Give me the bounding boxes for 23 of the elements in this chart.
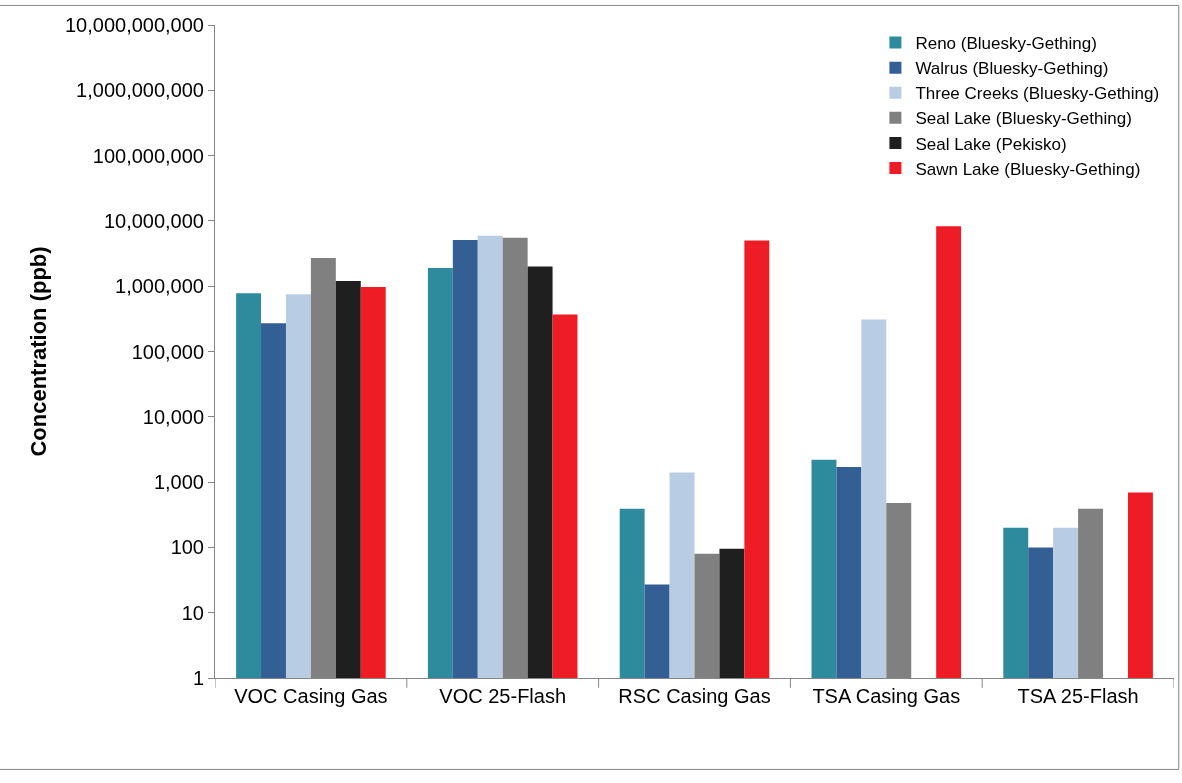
legend-label: Three Creeks (Bluesky-Gething) (915, 84, 1160, 104)
y-tick-label: 1,000,000 (115, 275, 204, 298)
legend-label: Reno (Bluesky-Gething) (915, 34, 1097, 54)
x-tick-label: VOC Casing Gas (234, 685, 388, 707)
y-tick-label: 1,000,000,000 (76, 79, 204, 102)
x-tick-label: TSA 25-Flash (1017, 685, 1139, 707)
x-tick-label: VOC 25-Flash (439, 685, 567, 707)
y-axis-title: Concentration (ppb) (25, 246, 51, 457)
legend-label: Sawn Lake (Bluesky-Gething) (915, 159, 1141, 179)
y-tick-label: 1 (192, 667, 204, 689)
legend-label: Seal Lake (Bluesky-Gething) (915, 109, 1132, 129)
y-tick-label: 1,000 (153, 471, 204, 494)
y-tick-label: 10 (181, 601, 204, 624)
y-tick-label: 10,000,000 (103, 209, 204, 232)
x-tick-label: RSC Casing Gas (618, 685, 771, 707)
y-tick-label: 100 (170, 536, 204, 559)
y-tick-label: 10,000 (142, 405, 204, 428)
y-tick-label: 100,000,000 (92, 144, 204, 167)
legend-label: Seal Lake (Pekisko) (915, 134, 1067, 154)
legend-label: Walrus (Bluesky-Gething) (915, 59, 1109, 79)
x-tick-label: TSA Casing Gas (812, 685, 961, 707)
y-tick-label: 100,000 (131, 340, 204, 363)
y-tick-label: 10,000,000,000 (64, 14, 204, 36)
